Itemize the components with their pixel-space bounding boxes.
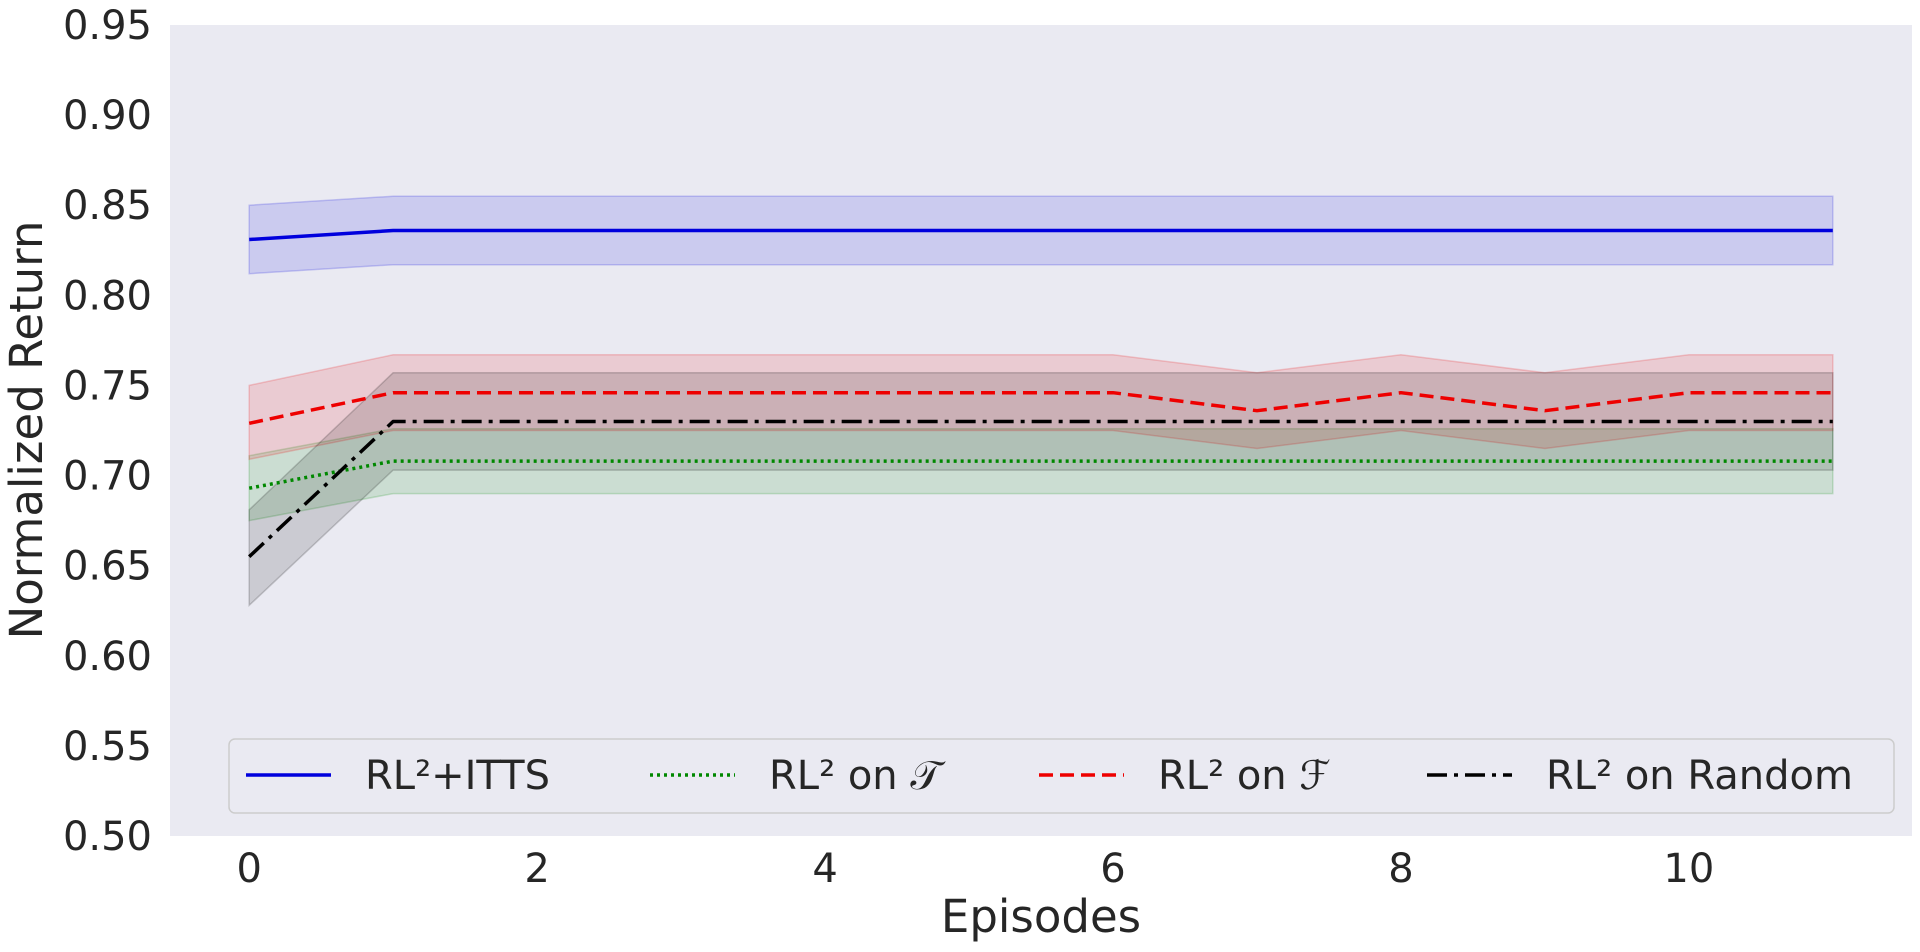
y-tick-label: 0.95 — [63, 3, 152, 49]
legend-label-rl-itts: RL²+ITTS — [365, 753, 550, 799]
y-tick-label: 0.80 — [63, 273, 152, 319]
line-series-3 — [248, 390, 1833, 426]
line-series-4 — [248, 419, 1833, 558]
band-series-3 — [248, 354, 1834, 461]
y-axis-ticks: 0.50 0.55 0.60 0.65 0.70 0.75 0.80 0.85 0.90 0.95 — [63, 3, 152, 860]
legend-label-rl-on-random: RL² on Random — [1546, 753, 1853, 799]
legend-label-rl-on: RL² on 𝒯 — [769, 753, 946, 799]
series-lines — [248, 228, 1833, 558]
band-series-4 — [248, 372, 1834, 608]
line-series-1 — [249, 228, 1833, 242]
y-axis-label: Normalized Return — [0, 221, 53, 640]
band-series-2 — [248, 427, 1834, 522]
x-axis-label: Episodes — [941, 890, 1141, 943]
y-tick-label: 0.90 — [63, 93, 152, 139]
legend-label-rl-on: RL² on ℱ — [1158, 753, 1331, 799]
y-tick-label: 0.75 — [63, 363, 152, 409]
y-tick-label: 0.70 — [63, 454, 152, 500]
y-tick-label: 0.60 — [63, 634, 152, 680]
line-series-2 — [248, 459, 1833, 490]
x-tick-label: 2 — [524, 846, 549, 892]
y-tick-label: 0.50 — [63, 814, 152, 860]
band-series-1 — [248, 195, 1834, 275]
x-tick-label: 0 — [236, 846, 261, 892]
y-tick-label: 0.55 — [63, 724, 152, 770]
x-tick-label: 10 — [1663, 846, 1714, 892]
x-tick-label: 8 — [1388, 846, 1413, 892]
y-tick-label: 0.85 — [63, 183, 152, 229]
x-tick-label: 6 — [1100, 846, 1125, 892]
plot-area — [170, 25, 1912, 836]
x-axis-ticks: 0 2 4 6 8 10 — [236, 846, 1714, 892]
x-tick-label: 4 — [812, 846, 837, 892]
legend: RL²+ITTS RL² on 𝒯 RL² on ℱ RL² on Random — [228, 738, 1895, 814]
y-tick-label: 0.65 — [63, 544, 152, 590]
confidence-bands — [248, 195, 1834, 608]
